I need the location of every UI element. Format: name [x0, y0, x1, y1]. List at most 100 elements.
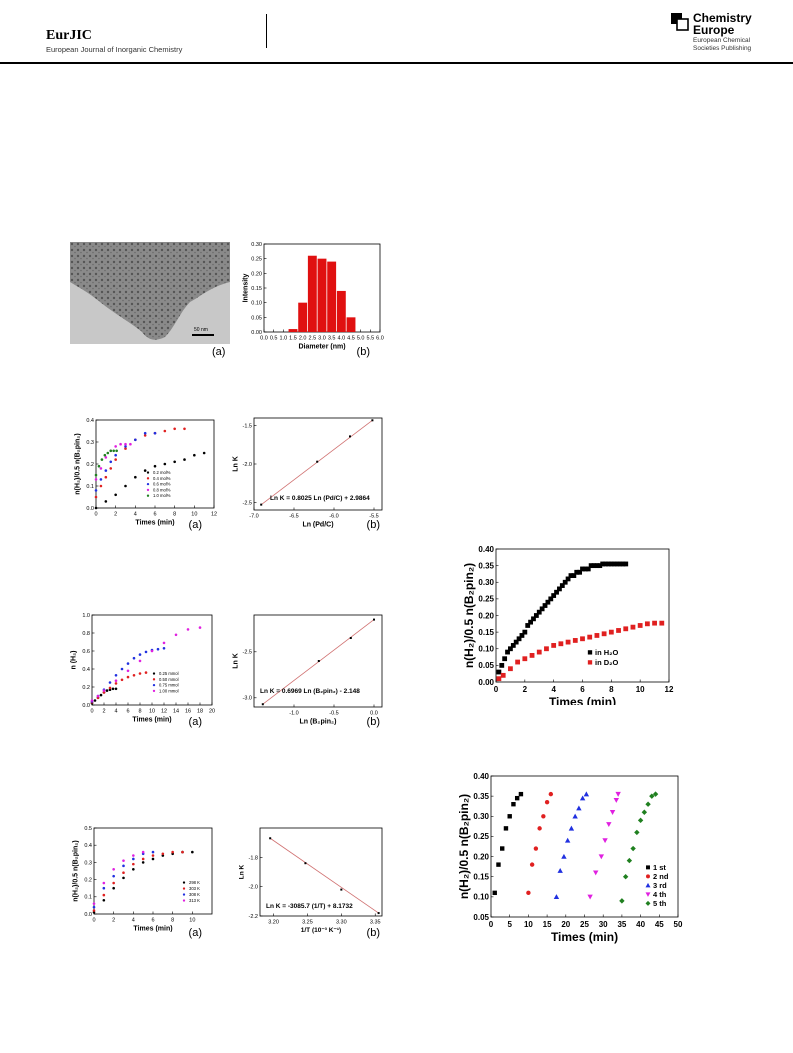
y-tick-label: 0.15 [478, 628, 494, 637]
legend-marker [587, 660, 593, 665]
x-tick-label: 0.0 [370, 711, 378, 717]
y-tick-label: 0.2 [82, 685, 90, 691]
data-point [564, 837, 571, 843]
data-point [99, 484, 103, 488]
data-point [611, 561, 617, 567]
data-point [603, 561, 608, 567]
data-point [652, 620, 657, 626]
fit-equation: Ln K = 0.6969 Ln (B₂pin₂) - 2.148 [260, 688, 360, 695]
data-point [613, 797, 619, 803]
data-point [373, 618, 375, 621]
data-point [349, 435, 351, 438]
data-point [96, 696, 100, 700]
legend-label: 0.4 mol% [153, 476, 171, 481]
legend-marker [182, 899, 186, 902]
legend-label: 4 th [653, 890, 667, 899]
data-point [515, 659, 521, 665]
data-point [608, 561, 614, 567]
data-point [105, 689, 109, 692]
x-tick-label: 3.0 [318, 336, 326, 342]
x-tick-label: 4.0 [338, 336, 346, 342]
data-point [500, 672, 506, 678]
y-tick-label: 0.4 [84, 843, 92, 849]
data-point [99, 693, 103, 697]
data-point [163, 429, 167, 433]
x-tick-label: 14 [173, 709, 179, 715]
data-point [529, 653, 535, 658]
y-tick-label: 0.5 [84, 826, 92, 832]
data-point [514, 795, 520, 801]
data-point [124, 445, 127, 448]
data-point [522, 629, 528, 635]
legend-marker [152, 678, 156, 681]
x-tick-label: 6 [153, 512, 156, 518]
y-tick-label: 0.0 [86, 506, 94, 512]
y-axis-label: Ln K [233, 653, 240, 669]
x-tick-label: 10 [149, 709, 155, 715]
data-point [132, 867, 135, 871]
x-tick-label: 12 [665, 685, 674, 694]
header-divider [266, 14, 267, 48]
data-point [582, 566, 588, 572]
data-point [151, 857, 155, 861]
data-point [126, 662, 130, 665]
data-point [503, 826, 509, 831]
data-point [634, 829, 640, 836]
data-point [198, 626, 202, 629]
data-point [112, 867, 115, 871]
data-point [193, 453, 196, 457]
histogram-bar [346, 317, 356, 332]
x-tick-label: -5.5 [369, 514, 378, 520]
data-point [526, 890, 531, 896]
data-point [144, 650, 148, 654]
data-point [92, 909, 96, 912]
data-point [630, 624, 636, 630]
data-point [571, 573, 577, 578]
data-point [580, 566, 585, 572]
y-tick-label: 0.20 [473, 852, 489, 861]
data-point [104, 475, 108, 479]
data-point [659, 620, 665, 626]
data-point [529, 862, 535, 867]
data-point [141, 861, 145, 864]
data-point [144, 671, 148, 674]
data-point [151, 850, 155, 854]
data-point [156, 647, 160, 651]
data-point [606, 822, 612, 828]
data-point [122, 871, 125, 875]
data-point [94, 478, 98, 481]
data-point [132, 656, 136, 660]
y-tick-label: 0.3 [84, 860, 92, 866]
data-point [593, 870, 599, 876]
legend-label: 308 K [189, 892, 200, 897]
x-tick-label: 8 [138, 709, 141, 715]
data-point [558, 641, 564, 647]
data-point [114, 453, 117, 457]
data-point [626, 857, 633, 864]
x-tick-label: 10 [524, 920, 533, 929]
data-point [114, 445, 117, 448]
legend-label: 3 rd [653, 881, 667, 890]
data-point [102, 893, 106, 897]
data-point [542, 603, 548, 608]
data-point [562, 579, 568, 585]
data-point [587, 634, 593, 640]
data-point [588, 563, 594, 569]
scale-bar [192, 334, 214, 336]
y-tick-label: 0.30 [478, 578, 494, 587]
data-point [577, 569, 583, 575]
data-point [92, 905, 96, 909]
data-point [102, 886, 106, 890]
x-tick-label: 2 [102, 709, 105, 715]
data-point [616, 628, 621, 633]
legend-marker [645, 882, 651, 888]
legend-label: 298 K [189, 880, 200, 885]
data-point [608, 629, 614, 635]
h2o-d2o-chart: 0 2 4 6 8 10 12 0.00 0.05 0.10 0.15 0.20 0.25 0.30 0.3… [462, 545, 674, 705]
data-point [537, 826, 542, 831]
y-tick-label: 0.30 [251, 242, 262, 248]
data-point [143, 469, 147, 472]
data-point [513, 639, 519, 645]
data-point [132, 862, 135, 866]
x-tick-label: 0.5 [270, 336, 278, 342]
